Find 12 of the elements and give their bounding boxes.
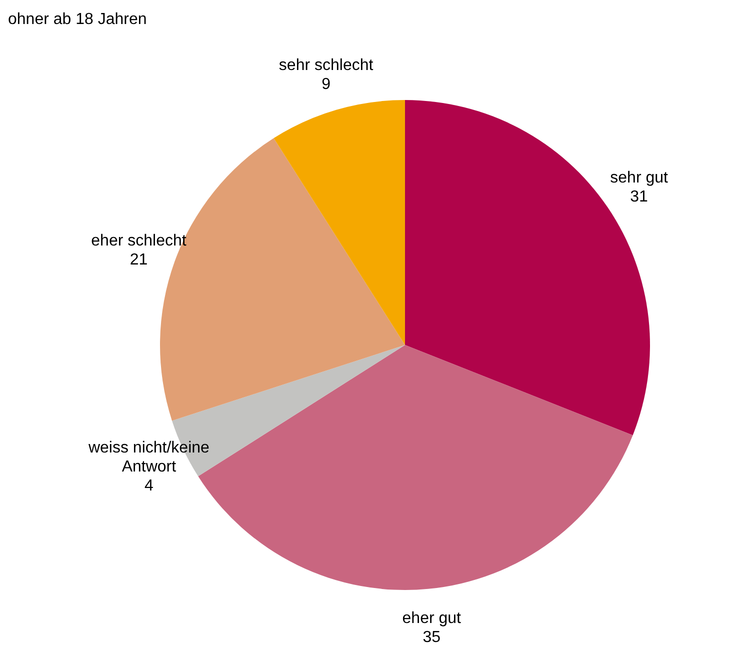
slice-label: sehr gut: [610, 169, 669, 186]
slice-label: eher gut: [402, 610, 462, 628]
pie-slice: [274, 100, 405, 345]
data-label: 31: [630, 188, 648, 206]
data-label: 35: [422, 629, 441, 646]
data-label: 21: [130, 252, 148, 269]
slice-label: sehr schlecht: [278, 56, 374, 74]
data-label: 9: [322, 76, 331, 93]
slice-label: eher schlecht: [91, 232, 187, 250]
slice-label: weiss nicht/keine Antwort: [87, 439, 210, 476]
chart-subtitle: ohner ab 18 Jahren: [8, 11, 147, 28]
data-label: 4: [144, 477, 154, 494]
